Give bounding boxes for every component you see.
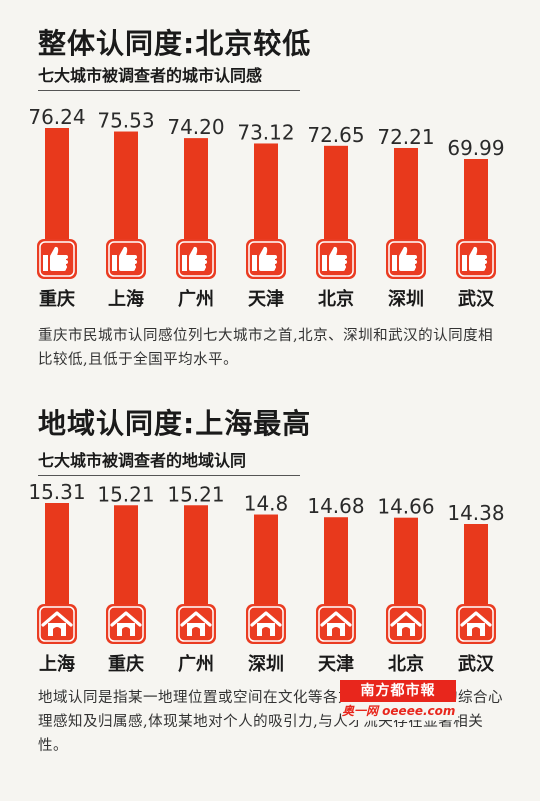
bar <box>184 138 208 243</box>
category-label: 北京 <box>388 653 424 675</box>
category-label: 深圳 <box>388 288 424 310</box>
house-icon <box>176 604 216 644</box>
chart2-subtitle: 七大城市被调查者的地域认同 <box>38 451 247 470</box>
chart1: 76.24 重庆 75.53 上海 74.20 广州 73.12 天津 72.65 北京 72.21… <box>0 100 540 315</box>
bar <box>464 159 488 243</box>
value-label: 74.20 <box>167 115 224 139</box>
value-label: 69.99 <box>447 136 504 160</box>
house-icon <box>456 604 496 644</box>
chart2-divider <box>38 475 300 476</box>
bar <box>114 131 138 243</box>
chart1-svg: 76.24 重庆 75.53 上海 74.20 广州 73.12 天津 72.65 北京 72.21… <box>28 105 504 310</box>
bar <box>114 505 138 608</box>
value-label: 73.12 <box>237 120 294 144</box>
value-label: 14.38 <box>447 501 504 525</box>
category-label: 武汉 <box>458 289 495 310</box>
category-label: 天津 <box>248 288 284 310</box>
thumbs-up-icon <box>246 239 286 279</box>
watermark-url: 奥一网 oeeee.com <box>342 702 458 720</box>
chart2: 15.31 上海 15.21 重庆 15.21 广州 14.8 深圳 14.68 天津 14.66 北… <box>0 480 540 690</box>
value-label: 15.21 <box>97 482 154 506</box>
bar <box>394 147 418 243</box>
thumbs-up-icon <box>456 239 496 279</box>
thumbs-up-icon <box>316 239 356 279</box>
thumbs-up-icon <box>37 239 77 279</box>
watermark-brand: 南方都市報 <box>340 680 456 702</box>
value-label: 14.66 <box>377 495 434 519</box>
chart2-svg: 15.31 上海 15.21 重庆 15.21 广州 14.8 深圳 14.68 天津 14.66 北… <box>28 480 504 675</box>
value-label: 76.24 <box>28 105 85 129</box>
value-label: 15.21 <box>167 482 224 506</box>
bar <box>45 503 69 608</box>
bar <box>184 505 208 608</box>
bar <box>45 128 69 243</box>
category-label: 上海 <box>108 288 144 310</box>
bar <box>254 514 278 608</box>
value-label: 14.68 <box>307 494 364 518</box>
bar <box>394 517 418 608</box>
thumbs-up-icon <box>106 239 146 279</box>
thumbs-up-icon <box>176 239 216 279</box>
category-label: 重庆 <box>108 653 144 675</box>
chart1-subtitle: 七大城市被调查者的城市认同感 <box>38 66 263 85</box>
bar <box>324 517 348 608</box>
category-label: 深圳 <box>248 653 284 675</box>
house-icon <box>246 604 286 644</box>
value-label: 72.21 <box>377 125 434 149</box>
house-icon <box>106 604 146 644</box>
house-icon <box>316 604 356 644</box>
category-label: 广州 <box>178 288 214 310</box>
chart1-title: 整体认同度:北京较低 <box>38 27 312 60</box>
chart1-note: 重庆市民城市认同感位列七大城市之首,北京、深圳和武汉的认同度相比较低,且低于全国… <box>38 328 494 368</box>
bar <box>254 143 278 243</box>
category-label: 上海 <box>39 653 75 675</box>
category-label: 天津 <box>318 653 354 675</box>
thumbs-up-icon <box>386 239 426 279</box>
value-label: 75.53 <box>97 109 154 133</box>
chart2-title: 地域认同度:上海最高 <box>38 407 312 440</box>
bar <box>324 145 348 243</box>
category-label: 北京 <box>318 288 354 310</box>
watermark-logo: 南方都市報 奥一网 oeeee.com <box>340 680 458 722</box>
house-icon <box>386 604 426 644</box>
value-label: 15.31 <box>28 480 85 504</box>
house-icon <box>37 604 77 644</box>
value-label: 72.65 <box>307 123 364 147</box>
value-label: 14.8 <box>244 492 289 516</box>
chart1-divider <box>38 90 300 91</box>
bar <box>464 524 488 608</box>
category-label: 广州 <box>178 653 214 675</box>
category-label: 重庆 <box>39 288 75 310</box>
category-label: 武汉 <box>458 654 495 675</box>
